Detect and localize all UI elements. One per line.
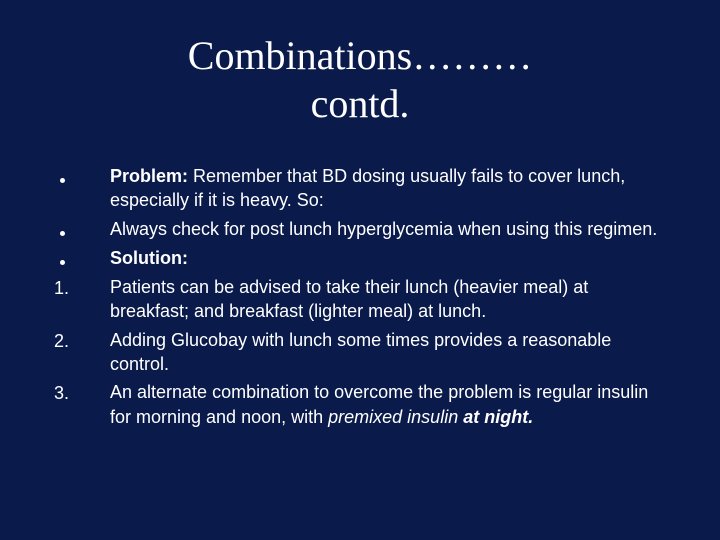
bullet-icon: [52, 164, 110, 213]
bullet-icon: [52, 217, 110, 242]
list-item: 1.Patients can be advised to take their …: [52, 275, 672, 324]
slide-body: Problem: Remember that BD dosing usually…: [40, 164, 680, 429]
list-item: Problem: Remember that BD dosing usually…: [52, 164, 672, 213]
list-item-text: An alternate combination to overcome the…: [110, 380, 672, 429]
list-item-text: Adding Glucobay with lunch some times pr…: [110, 328, 672, 377]
list-item: Always check for post lunch hyperglycemi…: [52, 217, 672, 242]
list-item-text: Solution:: [110, 246, 672, 271]
list-number: 1.: [52, 275, 110, 324]
list-item-text: Patients can be advised to take their lu…: [110, 275, 672, 324]
list-item-text: Always check for post lunch hyperglycemi…: [110, 217, 672, 242]
list-item-text: Problem: Remember that BD dosing usually…: [110, 164, 672, 213]
slide-title: Combinations……… contd.: [40, 32, 680, 128]
title-line2: contd.: [311, 81, 410, 126]
list-item: 3.An alternate combination to overcome t…: [52, 380, 672, 429]
list-item: Solution:: [52, 246, 672, 271]
title-line1: Combinations………: [188, 33, 532, 78]
list-number: 3.: [52, 380, 110, 429]
bullet-icon: [52, 246, 110, 271]
list-number: 2.: [52, 328, 110, 377]
list-item: 2.Adding Glucobay with lunch some times …: [52, 328, 672, 377]
